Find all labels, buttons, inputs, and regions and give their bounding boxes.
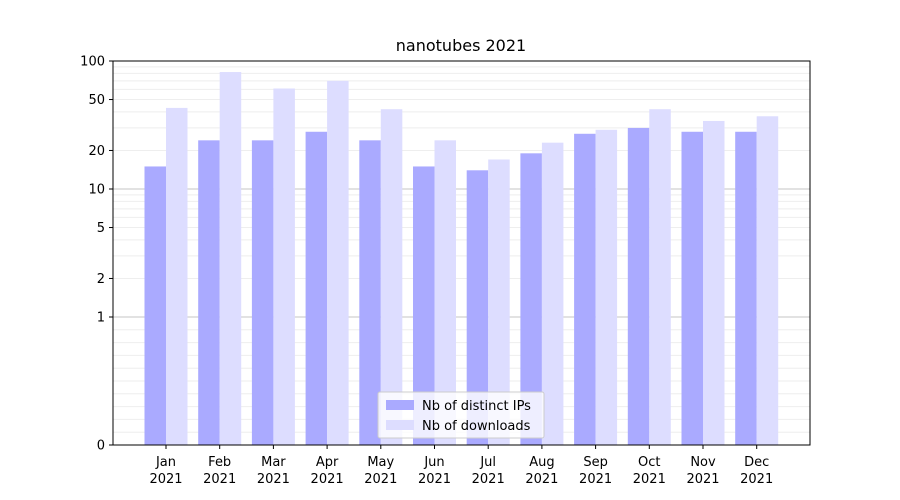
bar-ips: [681, 131, 703, 445]
y-tick-label: 20: [88, 144, 105, 159]
x-tick-label-year: 2021: [686, 472, 719, 487]
bar-downloads: [327, 80, 349, 445]
bar-downloads: [166, 107, 188, 445]
y-tick-label: 2: [97, 272, 105, 287]
x-tick-label-year: 2021: [579, 472, 612, 487]
y-tick-label: 10: [88, 183, 105, 198]
legend-swatch: [386, 420, 414, 430]
x-tick-label-month: Feb: [208, 455, 231, 470]
x-tick-label-month: Apr: [316, 455, 339, 470]
x-tick-label-year: 2021: [472, 472, 505, 487]
bar-ips: [735, 131, 757, 445]
bar-downloads: [703, 120, 725, 445]
bar-ips: [520, 153, 542, 446]
y-axis: 0 1 2 5 10 20 50 100: [80, 55, 113, 454]
legend: Nb of distinct IPs Nb of downloads: [377, 391, 545, 439]
x-tick-label-month: Sep: [583, 455, 608, 470]
x-tick-label-year: 2021: [740, 472, 773, 487]
legend-swatch: [386, 400, 414, 410]
bar-ips: [251, 140, 274, 446]
y-tick-label: 50: [88, 93, 105, 108]
bar-ips: [144, 166, 166, 445]
bar-ips: [466, 170, 489, 446]
bar-ips: [627, 127, 650, 446]
bar-downloads: [434, 140, 456, 446]
x-tick-label-year: 2021: [203, 472, 236, 487]
x-tick-label-month: Mar: [261, 455, 286, 470]
bar-downloads: [756, 116, 779, 446]
bar-downloads: [649, 109, 671, 445]
bar-ips: [305, 131, 328, 445]
x-tick-label-year: 2021: [525, 472, 558, 487]
chart-title: nanotubes 2021: [396, 36, 526, 55]
x-tick-label-year: 2021: [418, 472, 451, 487]
legend-box: [377, 391, 545, 439]
y-tick-label: 0: [97, 439, 105, 454]
plot-frame: [112, 60, 811, 446]
x-tick-label-year: 2021: [633, 472, 666, 487]
bar-downloads: [488, 159, 510, 445]
x-tick-label-month: Oct: [638, 455, 660, 470]
x-tick-label-year: 2021: [364, 472, 397, 487]
x-tick-label-month: Jan: [155, 455, 176, 470]
legend-label: Nb of distinct IPs: [422, 399, 531, 414]
bar-downloads: [595, 129, 618, 445]
bar-ips: [359, 140, 381, 446]
y-tick-label: 5: [97, 221, 105, 236]
legend-label: Nb of downloads: [422, 419, 531, 434]
x-tick-label-month: Jun: [423, 455, 444, 470]
bar-ips: [413, 166, 435, 445]
x-tick-label-month: Dec: [744, 455, 769, 470]
bar-ips: [574, 133, 596, 445]
bar-downloads: [380, 109, 403, 445]
x-tick-label-year: 2021: [311, 472, 344, 487]
y-tick-label: 1: [97, 311, 105, 326]
x-tick-label-month: Jul: [479, 455, 496, 470]
x-tick-label-month: Aug: [529, 455, 554, 470]
bar-downloads: [273, 88, 295, 445]
x-tick-label-year: 2021: [257, 472, 290, 487]
x-tick-label-month: Nov: [690, 455, 716, 470]
y-tick-label: 100: [80, 55, 105, 70]
x-axis: Jan 2021 Feb 2021 Mar 2021 Apr 2021 May 2021 Jun 20…: [149, 445, 773, 487]
bar-downloads: [219, 72, 242, 445]
x-tick-label-year: 2021: [149, 472, 182, 487]
x-tick-label-month: May: [367, 455, 394, 470]
bars: [144, 72, 779, 446]
bar-downloads: [541, 142, 564, 445]
bar-ips: [198, 140, 220, 446]
